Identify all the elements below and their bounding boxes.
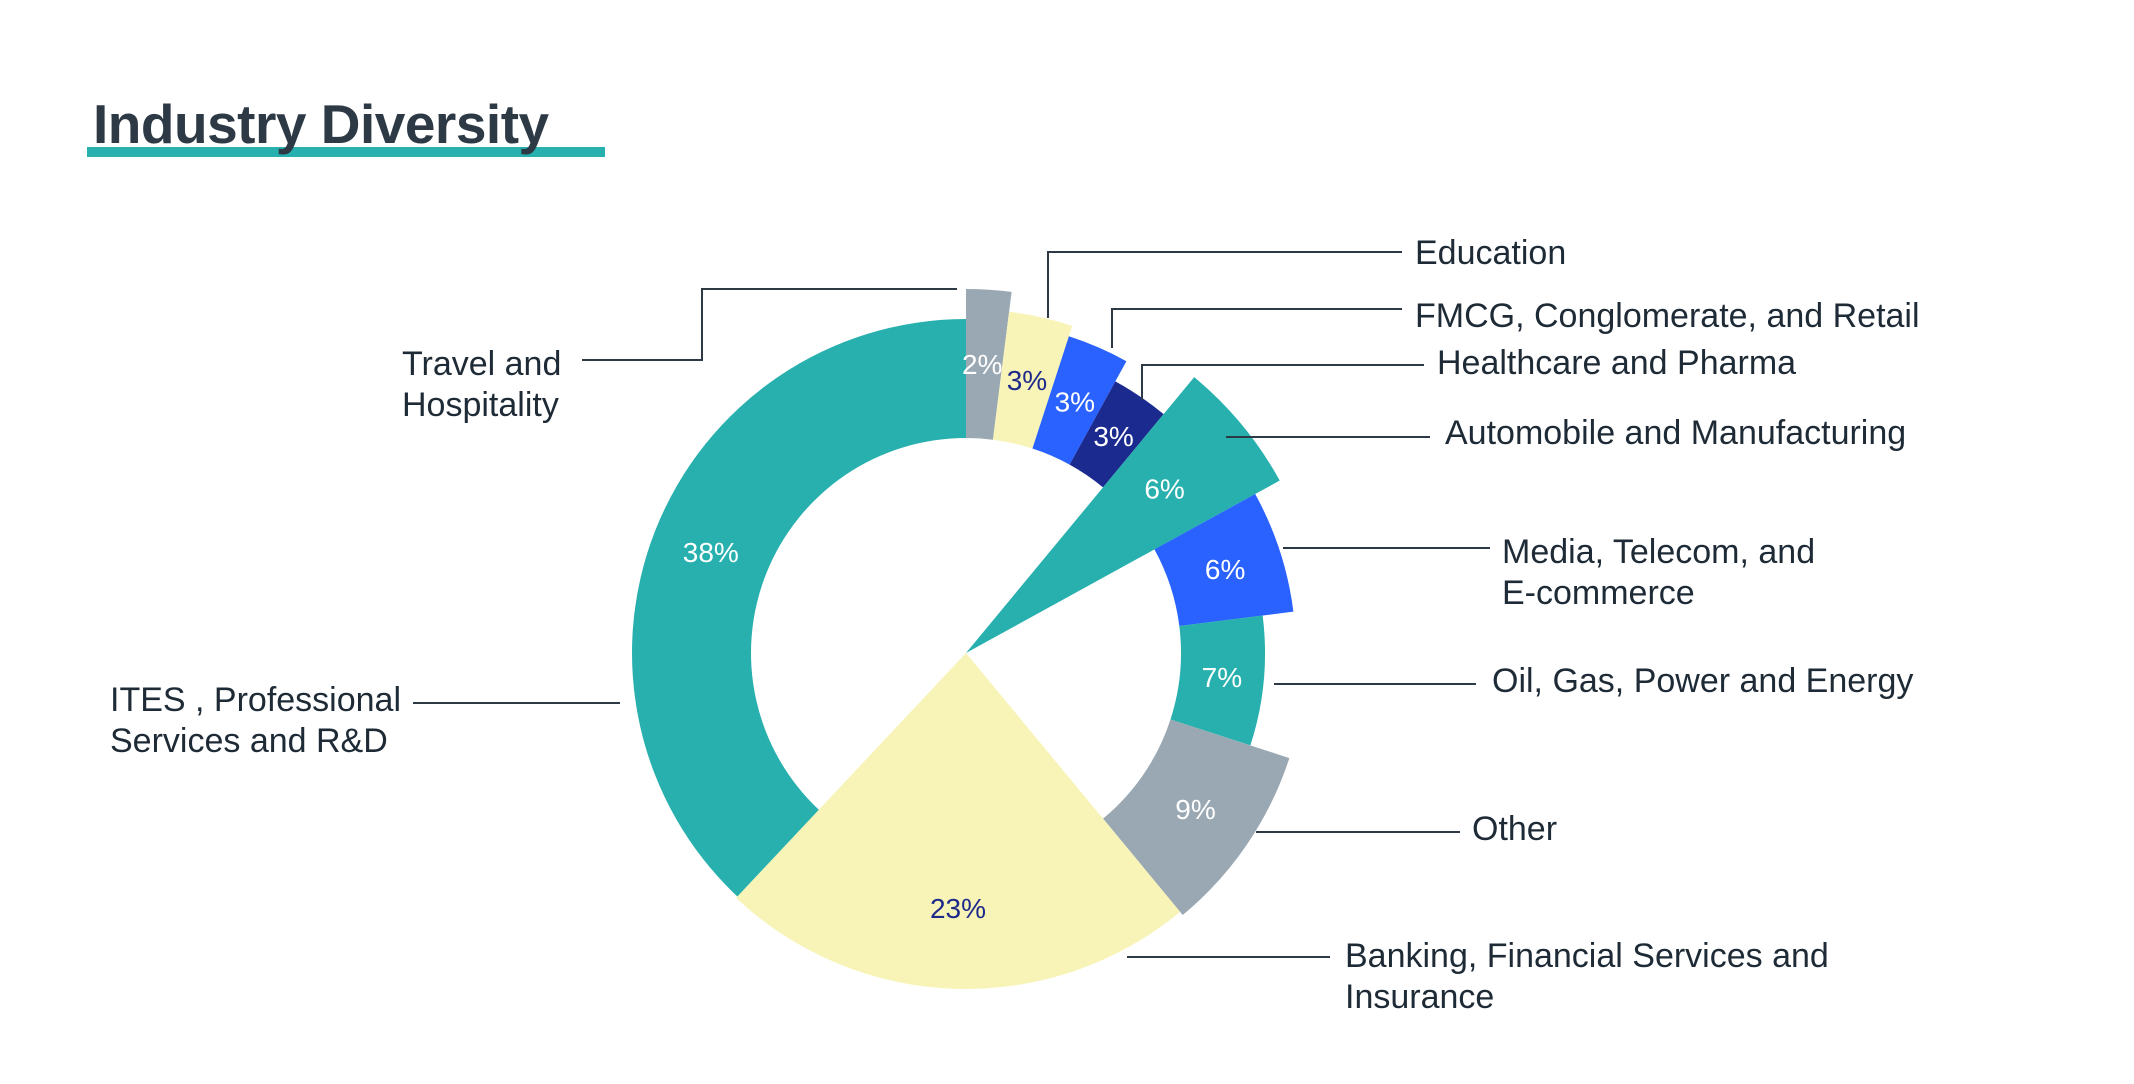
pct-label-other: 9% xyxy=(1175,794,1215,825)
slice-ites-professional-services-and-randd xyxy=(631,319,966,897)
pct-label-media-telecom-and-e-commerce: 6% xyxy=(1205,554,1245,585)
category-label-travel-and-hospitality: Travel and xyxy=(402,345,561,383)
slice-travel-and-hospitality xyxy=(966,289,1012,440)
pct-label-banking-financial-services-and-insurance: 23% xyxy=(930,893,986,924)
pct-label-education: 3% xyxy=(1007,365,1047,396)
category-label-travel-and-hospitality: Hospitality xyxy=(402,386,559,424)
leader-line-travel-and-hospitality xyxy=(582,288,957,361)
category-label-automobile-and-manufacturing: Automobile and Manufacturing xyxy=(1445,414,1906,452)
pct-label-healthcare-and-pharma: 3% xyxy=(1093,421,1133,452)
pct-label-travel-and-hospitality: 2% xyxy=(962,349,1002,380)
category-label-banking-financial-services-and-insurance: Banking, Financial Services and xyxy=(1345,937,1829,975)
slice-oil-gas-power-and-energy xyxy=(1170,615,1266,746)
slice-healthcare-and-pharma xyxy=(1069,381,1164,488)
category-label-oil-gas-power-and-energy: Oil, Gas, Power and Energy xyxy=(1492,662,1913,700)
category-label-education: Education xyxy=(1415,234,1566,272)
category-label-other: Other xyxy=(1472,810,1557,848)
category-label-healthcare-and-pharma: Healthcare and Pharma xyxy=(1437,344,1796,382)
title-underline xyxy=(87,147,605,157)
leader-line-education xyxy=(1047,251,1402,318)
slice-media-telecom-and-e-commerce xyxy=(1154,494,1294,627)
slice-education xyxy=(992,311,1073,449)
pct-label-automobile-and-manufacturing: 6% xyxy=(1144,474,1184,505)
leader-line-fmcg-conglomerate-and-retail xyxy=(1111,308,1402,348)
slice-fmcg-conglomerate-and-retail xyxy=(1032,336,1127,465)
category-label-ites-professional-services-and-randd: Services and R&D xyxy=(110,722,388,760)
pct-label-ites-professional-services-and-randd: 38% xyxy=(683,537,739,568)
leader-line-healthcare-and-pharma xyxy=(1141,364,1424,400)
category-label-media-telecom-and-e-commerce: E-commerce xyxy=(1502,574,1695,612)
category-label-banking-financial-services-and-insurance: Insurance xyxy=(1345,978,1494,1016)
slice-automobile-and-manufacturing xyxy=(966,377,1280,653)
category-label-media-telecom-and-e-commerce: Media, Telecom, and xyxy=(1502,533,1815,571)
slice-banking-financial-services-and-insurance xyxy=(735,653,1181,989)
category-label-fmcg-conglomerate-and-retail: FMCG, Conglomerate, and Retail xyxy=(1415,297,1920,335)
pct-label-fmcg-conglomerate-and-retail: 3% xyxy=(1055,387,1095,418)
slice-other xyxy=(1103,719,1290,915)
category-label-ites-professional-services-and-randd: ITES , Professional xyxy=(110,681,401,719)
pct-label-oil-gas-power-and-energy: 7% xyxy=(1202,662,1242,693)
page-title: Industry Diversity xyxy=(93,93,549,155)
